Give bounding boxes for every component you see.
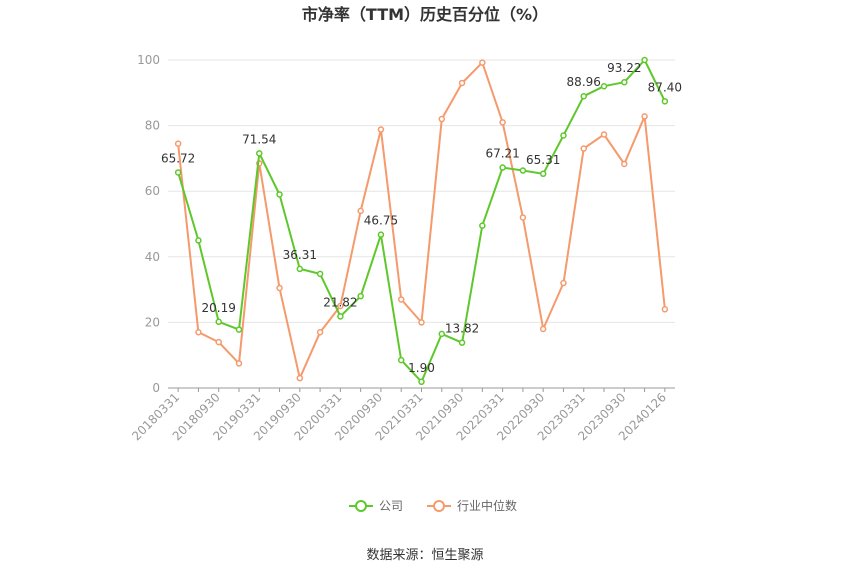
data-point bbox=[560, 279, 567, 287]
y-tick-label: 60 bbox=[145, 184, 160, 198]
data-labels: 65.72 20.19 71.54 36.31 21.82 46.75 1.90 13.82 6… bbox=[161, 61, 682, 375]
data-point bbox=[499, 119, 506, 126]
data-label: 87.40 bbox=[648, 80, 682, 94]
y-tick-label: 20 bbox=[145, 315, 160, 329]
data-point bbox=[661, 98, 669, 105]
data-point bbox=[316, 270, 324, 278]
data-point bbox=[397, 296, 405, 303]
data-point bbox=[661, 306, 669, 313]
data-label: 21.82 bbox=[323, 295, 357, 309]
data-point bbox=[296, 374, 304, 382]
data-point bbox=[316, 328, 324, 336]
data-point bbox=[397, 356, 405, 364]
data-point bbox=[215, 318, 222, 326]
data-point bbox=[560, 132, 567, 139]
data-point bbox=[337, 302, 344, 310]
series-line bbox=[177, 59, 666, 383]
source-note: 数据来源：恒生聚源 bbox=[366, 548, 483, 563]
data-label: 93.22 bbox=[607, 61, 641, 75]
data-label: 71.54 bbox=[242, 132, 276, 146]
data-point bbox=[337, 313, 344, 320]
data-point bbox=[600, 131, 608, 138]
data-label: 13.82 bbox=[445, 322, 479, 336]
data-point bbox=[215, 338, 222, 346]
data-point bbox=[580, 92, 587, 100]
data-point bbox=[276, 191, 283, 198]
data-point bbox=[539, 170, 547, 178]
legend-swatch-marker bbox=[355, 500, 367, 512]
data-point bbox=[377, 231, 385, 238]
legend-label: 行业中位数 bbox=[457, 498, 517, 513]
data-label: 65.31 bbox=[526, 153, 560, 167]
data-point bbox=[235, 360, 243, 367]
data-point bbox=[519, 214, 527, 221]
y-tick-label: 40 bbox=[145, 250, 160, 264]
y-tick-label: 0 bbox=[152, 381, 160, 395]
data-label: 65.72 bbox=[161, 151, 195, 165]
data-point bbox=[641, 113, 648, 120]
data-label: 88.96 bbox=[567, 75, 601, 89]
data-point bbox=[438, 115, 446, 123]
data-label: 1.90 bbox=[408, 361, 435, 375]
data-point bbox=[641, 56, 648, 64]
legend-label: 公司 bbox=[379, 499, 403, 513]
data-point bbox=[621, 78, 628, 86]
data-point bbox=[438, 330, 446, 338]
data-point bbox=[519, 167, 527, 174]
legend-swatch-marker bbox=[433, 500, 445, 512]
data-label: 46.75 bbox=[364, 214, 398, 228]
legend[interactable]: 公司 行业中位数 bbox=[349, 498, 517, 513]
data-point bbox=[479, 59, 486, 66]
data-point bbox=[418, 319, 425, 326]
data-label: 36.31 bbox=[283, 248, 317, 262]
data-point bbox=[195, 328, 202, 336]
data-point bbox=[621, 160, 628, 168]
data-point bbox=[479, 222, 486, 229]
data-point bbox=[499, 164, 506, 171]
data-point bbox=[357, 292, 364, 300]
data-point bbox=[580, 145, 587, 152]
data-point bbox=[296, 265, 304, 273]
y-tick-label: 80 bbox=[145, 119, 160, 133]
data-point bbox=[174, 169, 182, 176]
data-point bbox=[458, 339, 466, 346]
data-point bbox=[357, 207, 364, 215]
data-point bbox=[256, 150, 263, 157]
data-point bbox=[539, 325, 547, 333]
data-point bbox=[600, 82, 608, 90]
data-point bbox=[418, 378, 425, 386]
y-tick-label: 100 bbox=[137, 53, 160, 67]
chart-title: 市净率（TTM）历史百分位（%） bbox=[302, 5, 548, 24]
data-label: 20.19 bbox=[202, 301, 236, 315]
data-point bbox=[458, 79, 466, 87]
data-point bbox=[235, 326, 243, 333]
x-axis: 2018033120180930201903312019093020200331… bbox=[129, 387, 675, 443]
data-point bbox=[377, 126, 385, 133]
data-label: 67.21 bbox=[485, 147, 519, 161]
y-axis: 0 20 40 60 80 100 bbox=[137, 53, 160, 395]
data-point bbox=[195, 237, 202, 244]
data-point bbox=[276, 284, 283, 292]
grid bbox=[168, 59, 675, 323]
data-point bbox=[174, 140, 182, 147]
series-lines bbox=[174, 56, 669, 386]
